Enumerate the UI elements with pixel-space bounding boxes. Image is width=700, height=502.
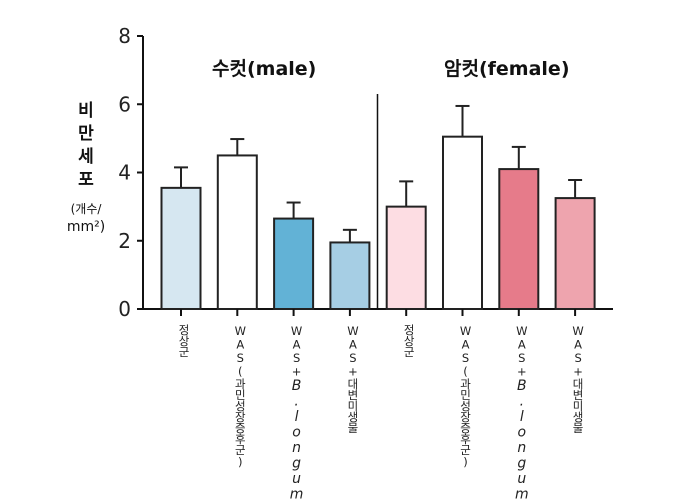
- y-axis-label-char: 세: [78, 147, 94, 167]
- bar: [385, 205, 427, 310]
- bar: [216, 154, 258, 310]
- x-tick-label: WAS(과민성장증후군): [453, 324, 473, 469]
- y-axis-unit: (개수/: [70, 202, 102, 216]
- group-title-male: 수컷(male): [212, 58, 317, 80]
- x-tick-label-text: WAS+대변미생물: [345, 324, 360, 433]
- y-tick-label: 4: [118, 161, 131, 185]
- x-tick-label: WAS(과민성장증후군): [227, 324, 247, 469]
- x-tick-label-species: B.longum: [513, 378, 530, 502]
- bar: [329, 241, 371, 310]
- x-tick-label-species: B.longum: [288, 378, 305, 502]
- y-tick-label: 2: [118, 229, 131, 253]
- bar: [554, 197, 596, 310]
- y-tick-label: 8: [118, 24, 131, 48]
- y-tick-label: 0: [118, 297, 131, 321]
- bar: [273, 217, 315, 311]
- x-tick-label: WAS+B.longum: [509, 324, 530, 502]
- x-tick-label: WAS+대변미생물: [565, 324, 585, 433]
- bar: [160, 186, 202, 310]
- x-tick-label-text: WAS+대변미생물: [571, 324, 586, 433]
- x-tick-label-text: WAS+: [514, 324, 529, 378]
- y-tick-label: 6: [118, 92, 131, 116]
- x-tick-label: WAS+B.longum: [284, 324, 305, 502]
- x-tick-label-text: 정상군: [402, 324, 417, 357]
- x-tick-label-text: WAS+: [289, 324, 304, 378]
- x-tick-label-text: WAS(과민성장증후군): [458, 324, 473, 469]
- x-tick-label: 정상군: [396, 324, 416, 357]
- x-tick-label-text: WAS(과민성장증후군): [233, 324, 248, 469]
- y-axis-label-char: 포: [78, 170, 94, 190]
- y-axis-unit: mm²): [66, 219, 106, 235]
- x-tick-label: 정상군: [171, 324, 191, 357]
- group-title-female: 암컷(female): [444, 58, 570, 80]
- y-axis-label-char: 비: [78, 101, 94, 121]
- y-axis-label: 비 만 세 포: [62, 100, 110, 192]
- bar: [498, 168, 540, 310]
- x-tick-label-text: 정상군: [177, 324, 191, 357]
- y-axis-label-char: 만: [78, 124, 94, 144]
- bar: [442, 135, 483, 310]
- x-tick-label: WAS+대변미생물: [340, 324, 360, 433]
